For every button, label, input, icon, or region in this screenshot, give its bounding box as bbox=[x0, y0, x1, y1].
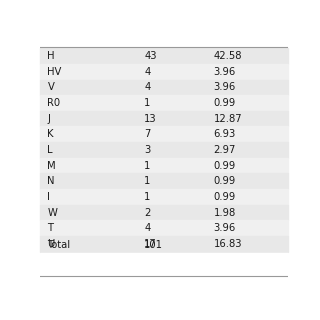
Bar bbox=[40, 64, 288, 80]
Bar bbox=[40, 173, 288, 189]
Text: 13: 13 bbox=[144, 114, 157, 124]
Text: R0: R0 bbox=[47, 98, 60, 108]
Text: 1.98: 1.98 bbox=[214, 208, 236, 218]
Text: 101: 101 bbox=[144, 240, 163, 250]
Text: 1: 1 bbox=[144, 176, 150, 186]
Text: 42.58: 42.58 bbox=[214, 51, 242, 61]
Bar bbox=[40, 158, 288, 173]
Text: 6.93: 6.93 bbox=[214, 129, 236, 139]
Text: L: L bbox=[47, 145, 53, 155]
Text: W: W bbox=[47, 208, 57, 218]
Text: 2: 2 bbox=[144, 208, 150, 218]
Text: 3.96: 3.96 bbox=[214, 82, 236, 92]
Text: T: T bbox=[47, 223, 53, 233]
Text: 7: 7 bbox=[144, 129, 150, 139]
Text: 3: 3 bbox=[144, 145, 150, 155]
Text: 16.83: 16.83 bbox=[214, 239, 242, 249]
Text: 0.99: 0.99 bbox=[214, 98, 236, 108]
Bar bbox=[40, 48, 288, 64]
Text: 4: 4 bbox=[144, 82, 150, 92]
Text: HV: HV bbox=[47, 67, 62, 77]
Text: 1: 1 bbox=[144, 98, 150, 108]
Text: 0.99: 0.99 bbox=[214, 176, 236, 186]
Text: 4: 4 bbox=[144, 67, 150, 77]
Text: 2.97: 2.97 bbox=[214, 145, 236, 155]
Bar bbox=[40, 142, 288, 158]
Bar bbox=[40, 253, 288, 268]
Bar bbox=[40, 189, 288, 205]
Text: 43: 43 bbox=[144, 51, 157, 61]
Text: 4: 4 bbox=[144, 223, 150, 233]
Bar bbox=[40, 205, 288, 220]
Text: 3.96: 3.96 bbox=[214, 223, 236, 233]
Text: 1: 1 bbox=[144, 161, 150, 171]
Text: N: N bbox=[47, 176, 55, 186]
Text: M: M bbox=[47, 161, 56, 171]
Bar bbox=[40, 111, 288, 126]
Text: H: H bbox=[47, 51, 55, 61]
Text: Total: Total bbox=[47, 240, 71, 250]
Bar bbox=[40, 80, 288, 95]
Text: K: K bbox=[47, 129, 54, 139]
Text: U: U bbox=[47, 239, 55, 249]
Text: 17: 17 bbox=[144, 239, 157, 249]
Text: 3.96: 3.96 bbox=[214, 67, 236, 77]
Text: I: I bbox=[47, 192, 50, 202]
Bar bbox=[40, 95, 288, 111]
Bar bbox=[40, 126, 288, 142]
Text: V: V bbox=[47, 82, 54, 92]
Text: 12.87: 12.87 bbox=[214, 114, 242, 124]
Text: 0.99: 0.99 bbox=[214, 192, 236, 202]
Bar bbox=[40, 236, 288, 252]
Text: J: J bbox=[47, 114, 50, 124]
Bar bbox=[40, 220, 288, 236]
Text: 0.99: 0.99 bbox=[214, 161, 236, 171]
Text: 1: 1 bbox=[144, 192, 150, 202]
